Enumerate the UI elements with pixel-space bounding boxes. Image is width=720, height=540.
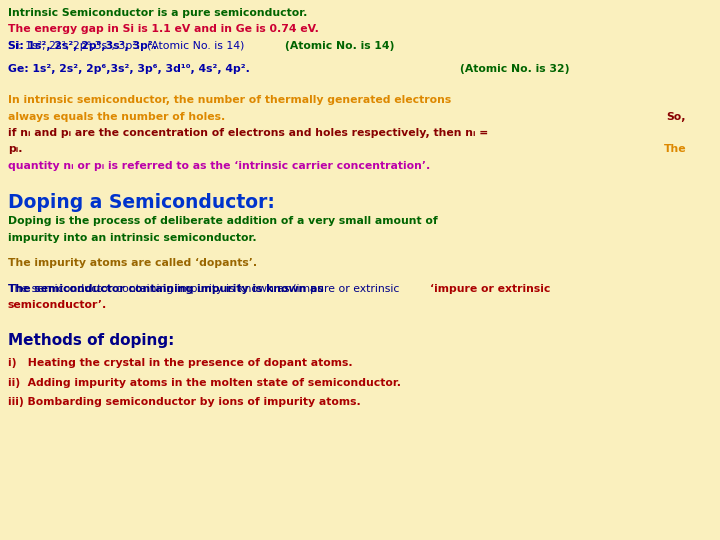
Text: In intrinsic semiconductor, the number of thermally generated electrons: In intrinsic semiconductor, the number o… <box>8 95 451 105</box>
Text: if nᵢ and pᵢ are the concentration of electrons and holes respectively, then nᵢ : if nᵢ and pᵢ are the concentration of el… <box>8 128 488 138</box>
Text: (Atomic No. is 14): (Atomic No. is 14) <box>285 41 395 51</box>
Text: Methods of doping:: Methods of doping: <box>8 333 174 348</box>
Text: ii)  Adding impurity atoms in the molten state of semiconductor.: ii) Adding impurity atoms in the molten … <box>8 377 401 388</box>
Text: ‘impure or extrinsic: ‘impure or extrinsic <box>430 284 550 294</box>
Text: impurity into an intrinsic semiconductor.: impurity into an intrinsic semiconductor… <box>8 233 256 243</box>
Text: Ge: 1s², 2s², 2p⁶,3s², 3p⁶, 3d¹⁰, 4s², 4p².: Ge: 1s², 2s², 2p⁶,3s², 3p⁶, 3d¹⁰, 4s², 4… <box>8 64 257 75</box>
Text: The semiconductor containing impurity is known as: The semiconductor containing impurity is… <box>8 284 328 294</box>
Text: Si: 1s², 2s², 2p⁶,3s², 3p².  (Atomic No. is 14): Si: 1s², 2s², 2p⁶,3s², 3p². (Atomic No. … <box>8 41 244 51</box>
Text: The impurity atoms are called ‘dopants’.: The impurity atoms are called ‘dopants’. <box>8 259 257 268</box>
Text: Si: 1s², 2s², 2p⁶,3s², 3p².: Si: 1s², 2s², 2p⁶,3s², 3p². <box>8 41 164 51</box>
Text: The semiconductor containing impurity is known as ‘impure or extrinsic: The semiconductor containing impurity is… <box>8 284 400 294</box>
Text: Doping is the process of deliberate addition of a very small amount of: Doping is the process of deliberate addi… <box>8 217 438 226</box>
Text: semiconductor’.: semiconductor’. <box>8 300 107 310</box>
Text: So,: So, <box>667 111 686 122</box>
Text: Doping a Semiconductor:: Doping a Semiconductor: <box>8 193 275 213</box>
Text: (Atomic No. is 32): (Atomic No. is 32) <box>460 64 570 75</box>
Text: pᵢ.: pᵢ. <box>8 145 22 154</box>
Text: i)   Heating the crystal in the presence of dopant atoms.: i) Heating the crystal in the presence o… <box>8 358 353 368</box>
Text: The: The <box>663 145 686 154</box>
Text: iii) Bombarding semiconductor by ions of impurity atoms.: iii) Bombarding semiconductor by ions of… <box>8 397 361 407</box>
Text: The energy gap in Si is 1.1 eV and in Ge is 0.74 eV.: The energy gap in Si is 1.1 eV and in Ge… <box>8 24 319 35</box>
Text: quantity nᵢ or pᵢ is referred to as the ‘intrinsic carrier concentration’.: quantity nᵢ or pᵢ is referred to as the … <box>8 161 431 171</box>
Text: always equals the number of holes.: always equals the number of holes. <box>8 111 225 122</box>
Text: Intrinsic Semiconductor is a pure semiconductor.: Intrinsic Semiconductor is a pure semico… <box>8 8 307 18</box>
